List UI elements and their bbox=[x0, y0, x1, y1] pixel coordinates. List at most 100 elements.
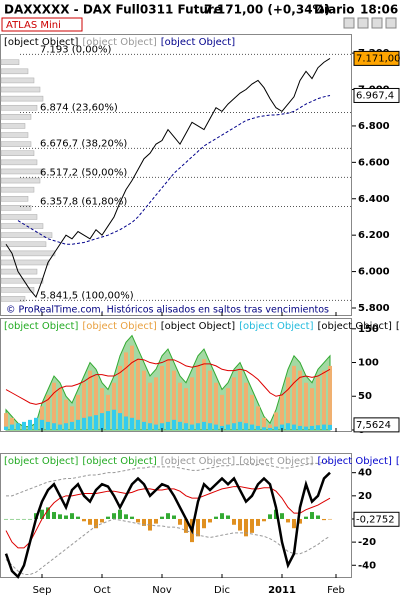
volume-bar bbox=[0, 59, 20, 65]
bar bbox=[202, 518, 206, 529]
bar bbox=[130, 417, 134, 430]
bar bbox=[94, 518, 98, 529]
legend-entry: [object Object] bbox=[239, 321, 313, 332]
bar bbox=[328, 518, 332, 520]
bar bbox=[316, 515, 320, 519]
legend-entry: [object Object] bbox=[4, 37, 78, 48]
icon[interactable] bbox=[357, 17, 369, 29]
legend-entry: [object Object] bbox=[396, 456, 400, 467]
volume-bar bbox=[0, 86, 41, 93]
symbol: DAXXXXX - DAX Full0311 Future bbox=[4, 3, 222, 17]
bar bbox=[64, 515, 68, 519]
bar bbox=[52, 512, 56, 519]
y-tick-label: 6.800 bbox=[358, 121, 390, 132]
value-box bbox=[353, 50, 400, 66]
bar bbox=[124, 352, 128, 430]
bar bbox=[130, 345, 134, 430]
bar bbox=[196, 423, 200, 430]
bar bbox=[10, 518, 14, 520]
legend-entry: [object Object] bbox=[318, 456, 392, 467]
bar bbox=[124, 416, 128, 430]
volume-bar bbox=[0, 159, 38, 166]
volume-bar bbox=[0, 241, 47, 248]
x-tick-label: Feb bbox=[327, 585, 345, 596]
value-box bbox=[353, 417, 400, 433]
bar bbox=[226, 515, 230, 519]
bar bbox=[328, 365, 332, 430]
bar bbox=[226, 424, 230, 430]
bar bbox=[100, 518, 104, 523]
bar bbox=[196, 518, 200, 537]
bar bbox=[214, 424, 218, 430]
y-tick-label: 6.000 bbox=[358, 267, 390, 278]
bar bbox=[142, 370, 146, 430]
bar bbox=[28, 518, 32, 520]
bar bbox=[310, 425, 314, 430]
bar bbox=[112, 382, 116, 430]
panel: 5.8006.0006.2006.4006.6006.8007.0007.200… bbox=[0, 34, 400, 316]
value-box bbox=[353, 511, 400, 527]
line bbox=[5, 518, 331, 576]
title-box bbox=[1, 17, 83, 32]
bar bbox=[322, 424, 326, 430]
bar bbox=[262, 427, 266, 430]
volume-bar bbox=[0, 141, 32, 147]
level-label: 6.874 (23,60%) bbox=[40, 102, 118, 113]
bar bbox=[64, 399, 68, 430]
bar bbox=[178, 421, 182, 430]
bar bbox=[64, 423, 68, 430]
icon[interactable] bbox=[343, 17, 355, 29]
bar bbox=[328, 424, 332, 430]
volume-bar bbox=[0, 95, 44, 102]
value-box bbox=[353, 87, 400, 103]
bar bbox=[184, 518, 188, 533]
bar bbox=[190, 424, 194, 430]
x-tick-label: 2011 bbox=[268, 585, 296, 596]
bar bbox=[304, 516, 308, 519]
bar bbox=[238, 518, 242, 531]
y-tick-label: 100 bbox=[358, 358, 379, 369]
y-tick-label: -20 bbox=[358, 537, 376, 548]
bar bbox=[184, 388, 188, 430]
bar bbox=[244, 423, 248, 430]
bar bbox=[268, 514, 272, 519]
bar bbox=[256, 518, 260, 526]
bar bbox=[220, 513, 224, 519]
bar bbox=[304, 426, 308, 430]
bar bbox=[214, 382, 218, 430]
y-tick-label: 50 bbox=[358, 391, 372, 402]
bar bbox=[226, 388, 230, 430]
legend-entry: [object Object] bbox=[239, 456, 313, 467]
bar bbox=[22, 518, 26, 520]
bar bbox=[166, 359, 170, 430]
bar bbox=[190, 377, 194, 430]
value-box-label: 7,5624 bbox=[356, 420, 391, 431]
bar bbox=[172, 370, 176, 430]
bar bbox=[34, 417, 38, 430]
volume-bar bbox=[0, 104, 38, 111]
volume-bar bbox=[0, 277, 44, 284]
bar bbox=[214, 516, 218, 519]
volume-bar bbox=[0, 223, 44, 229]
bar bbox=[322, 370, 326, 430]
legend-entry: [object Object] bbox=[4, 456, 78, 467]
legend-entry: [object Object] bbox=[161, 37, 235, 48]
bar bbox=[88, 416, 92, 430]
bar bbox=[166, 513, 170, 519]
bar bbox=[88, 518, 92, 525]
bar bbox=[322, 518, 326, 521]
volume-bar bbox=[0, 196, 29, 202]
x-tick-label: Oct bbox=[93, 585, 110, 596]
bar bbox=[22, 421, 26, 430]
bar bbox=[4, 413, 8, 430]
x-tick-label: Dic bbox=[214, 585, 230, 596]
bar bbox=[76, 419, 80, 430]
icon[interactable] bbox=[371, 17, 383, 29]
icon[interactable] bbox=[385, 17, 397, 29]
bar bbox=[52, 423, 56, 430]
bar bbox=[82, 518, 86, 522]
bar bbox=[16, 423, 20, 430]
volume-bar bbox=[0, 259, 50, 266]
bar bbox=[310, 388, 314, 430]
